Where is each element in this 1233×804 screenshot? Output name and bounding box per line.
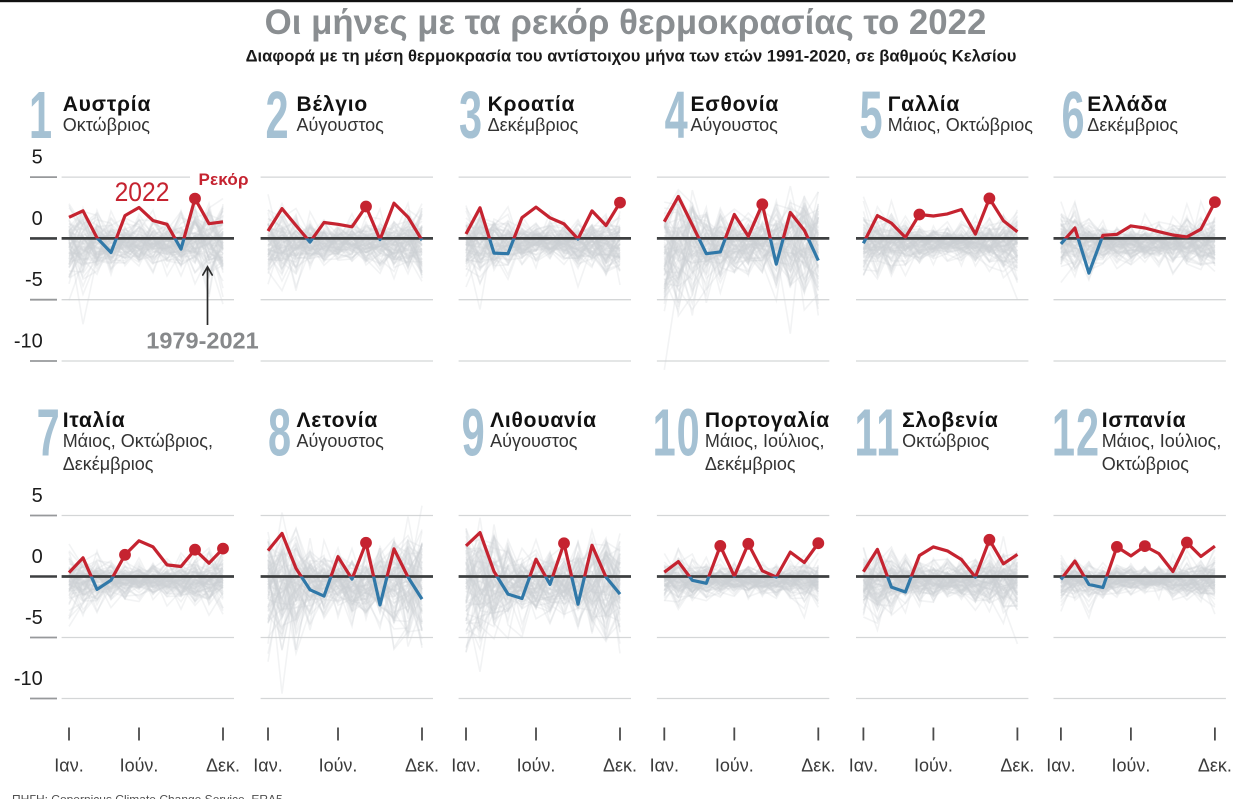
svg-text:Δεκ.: Δεκ. xyxy=(405,756,439,776)
svg-text:6: 6 xyxy=(1061,78,1085,153)
svg-text:Κροατία: Κροατία xyxy=(488,93,576,116)
svg-text:Αύγουστος: Αύγουστος xyxy=(691,115,779,135)
svg-text:-10: -10 xyxy=(14,331,43,353)
svg-text:Ιαν.: Ιαν. xyxy=(1046,756,1075,776)
svg-text:1979-2021: 1979-2021 xyxy=(146,328,258,354)
svg-text:Αύγουστος: Αύγουστος xyxy=(490,431,578,451)
svg-text:Ισπανία: Ισπανία xyxy=(1102,409,1187,432)
svg-text:Αύγουστος: Αύγουστος xyxy=(297,431,385,451)
svg-text:0: 0 xyxy=(32,546,43,568)
svg-text:Πορτογαλία: Πορτογαλία xyxy=(705,409,830,432)
svg-text:Αυστρία: Αυστρία xyxy=(63,93,151,116)
svg-text:Οκτώβριος: Οκτώβριος xyxy=(902,431,990,451)
svg-text:Δεκέμβριος: Δεκέμβριος xyxy=(1087,115,1178,135)
svg-text:Εσθονία: Εσθονία xyxy=(691,93,780,116)
svg-text:Οι μήνες με τα ρεκόρ θερμοκρασ: Οι μήνες με τα ρεκόρ θερμοκρασίας το 202… xyxy=(265,3,987,42)
svg-text:Ιαν.: Ιαν. xyxy=(451,756,480,776)
svg-text:7: 7 xyxy=(37,395,61,470)
svg-text:10: 10 xyxy=(653,395,701,470)
svg-text:0: 0 xyxy=(32,208,43,230)
svg-text:Ελλάδα: Ελλάδα xyxy=(1087,93,1167,116)
svg-text:1: 1 xyxy=(29,78,53,153)
svg-text:Ιούν.: Ιούν. xyxy=(319,756,358,776)
svg-text:Βέλγιο: Βέλγιο xyxy=(297,93,368,116)
svg-text:Ρεκόρ: Ρεκόρ xyxy=(199,170,249,189)
svg-text:Ιούν.: Ιούν. xyxy=(1111,756,1150,776)
svg-text:Μάιος, Ιούλιος,: Μάιος, Ιούλιος, xyxy=(705,431,825,451)
svg-text:Σλοβενία: Σλοβενία xyxy=(902,409,998,432)
svg-text:Γαλλία: Γαλλία xyxy=(888,93,960,116)
svg-text:Λετονία: Λετονία xyxy=(297,409,379,432)
svg-text:2022: 2022 xyxy=(115,178,170,207)
svg-text:4: 4 xyxy=(665,78,689,153)
svg-text:Δεκέμβριος: Δεκέμβριος xyxy=(488,115,579,135)
svg-text:3: 3 xyxy=(459,78,483,153)
svg-text:Οκτώβριος: Οκτώβριος xyxy=(1102,454,1190,474)
svg-text:-10: -10 xyxy=(14,668,43,690)
svg-text:5: 5 xyxy=(859,78,883,153)
svg-text:Δεκέμβριος: Δεκέμβριος xyxy=(63,454,154,474)
svg-text:Ιαν.: Ιαν. xyxy=(849,756,878,776)
svg-text:Ιαν.: Ιαν. xyxy=(253,756,282,776)
svg-text:Διαφορά με τη μέση θερμοκρασία: Διαφορά με τη μέση θερμοκρασία του αντίσ… xyxy=(246,47,1017,66)
svg-text:11: 11 xyxy=(855,395,901,470)
svg-text:Ιαν.: Ιαν. xyxy=(54,756,83,776)
svg-text:Δεκέμβριος: Δεκέμβριος xyxy=(705,454,796,474)
svg-text:Δεκ.: Δεκ. xyxy=(206,756,240,776)
svg-text:Ιούν.: Ιούν. xyxy=(120,756,159,776)
svg-text:8: 8 xyxy=(268,395,292,470)
svg-text:Δεκ.: Δεκ. xyxy=(1000,756,1034,776)
svg-text:Ιταλία: Ιταλία xyxy=(63,409,126,432)
svg-text:Αύγουστος: Αύγουστος xyxy=(297,115,385,135)
svg-text:-5: -5 xyxy=(25,269,43,291)
svg-text:Μάιος, Οκτώβριος,: Μάιος, Οκτώβριος, xyxy=(63,431,213,451)
svg-text:Μάιος, Ιούλιος,: Μάιος, Ιούλιος, xyxy=(1102,431,1222,451)
svg-text:9: 9 xyxy=(462,395,486,470)
svg-text:Δεκ.: Δεκ. xyxy=(801,756,835,776)
svg-text:5: 5 xyxy=(32,147,43,169)
svg-text:ΠΗΓΗ: Copernicus Climate Chang: ΠΗΓΗ: Copernicus Climate Change Service,… xyxy=(12,793,283,800)
svg-text:Λιθουανία: Λιθουανία xyxy=(490,409,597,432)
svg-text:Ιούν.: Ιούν. xyxy=(715,756,754,776)
svg-text:Ιούν.: Ιούν. xyxy=(517,756,556,776)
svg-text:-5: -5 xyxy=(25,607,43,629)
svg-text:Ιαν.: Ιαν. xyxy=(650,756,679,776)
svg-text:Μάιος, Οκτώβριος: Μάιος, Οκτώβριος xyxy=(888,115,1034,135)
svg-text:12: 12 xyxy=(1052,395,1100,470)
svg-text:2: 2 xyxy=(265,78,289,153)
svg-text:Δεκ.: Δεκ. xyxy=(1198,756,1232,776)
svg-text:Οκτώβριος: Οκτώβριος xyxy=(63,115,151,135)
svg-text:Δεκ.: Δεκ. xyxy=(603,756,637,776)
svg-text:5: 5 xyxy=(32,485,43,507)
svg-text:Ιούν.: Ιούν. xyxy=(914,756,953,776)
